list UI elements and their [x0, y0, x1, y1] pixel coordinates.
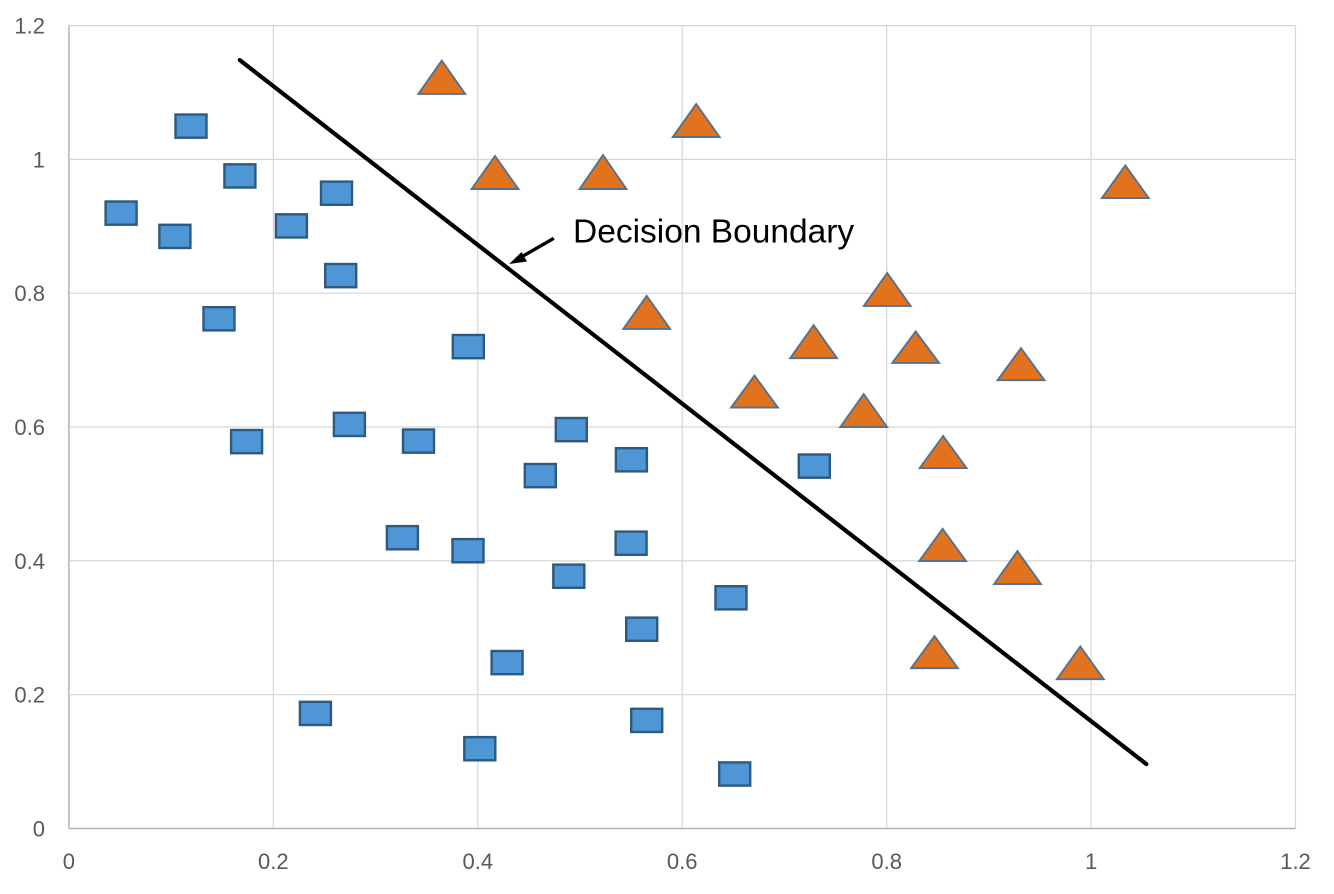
svg-text:1: 1: [33, 147, 45, 172]
svg-text:0.4: 0.4: [14, 549, 45, 574]
svg-text:0.2: 0.2: [258, 849, 289, 874]
svg-text:0.2: 0.2: [14, 683, 45, 708]
svg-text:Decision Boundary: Decision Boundary: [573, 214, 854, 251]
svg-text:1: 1: [1085, 849, 1097, 874]
svg-text:0.8: 0.8: [14, 281, 45, 306]
svg-text:0.4: 0.4: [463, 849, 494, 874]
svg-text:0.6: 0.6: [667, 849, 698, 874]
svg-text:0.6: 0.6: [14, 415, 45, 440]
svg-text:0.8: 0.8: [871, 849, 902, 874]
svg-text:0: 0: [63, 849, 75, 874]
svg-text:0: 0: [33, 817, 45, 842]
svg-text:1.2: 1.2: [1280, 849, 1311, 874]
svg-text:1.2: 1.2: [14, 14, 45, 39]
